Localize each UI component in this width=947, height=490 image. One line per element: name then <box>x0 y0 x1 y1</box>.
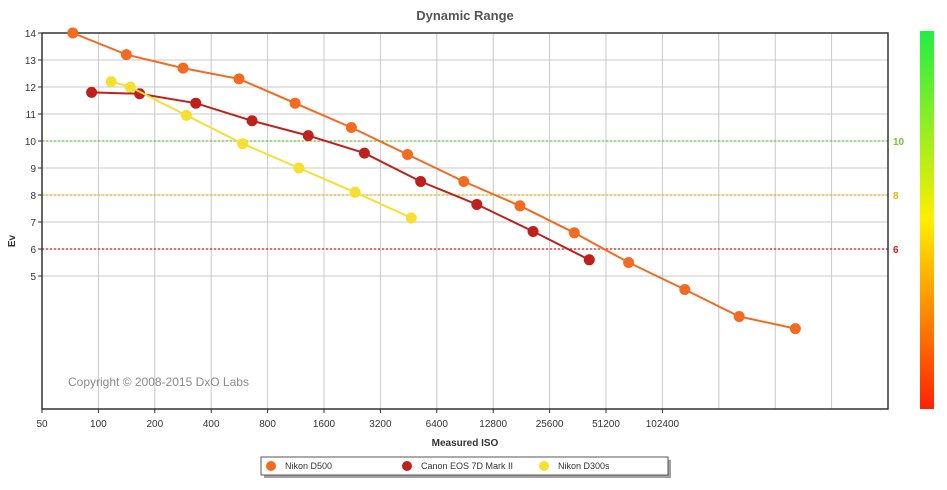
y-tick-label: 9 <box>30 164 36 175</box>
legend-marker <box>402 461 412 471</box>
data-point <box>289 97 301 109</box>
data-point <box>105 76 117 88</box>
y-tick-label: 14 <box>25 29 37 40</box>
data-point <box>405 212 417 224</box>
data-point <box>623 257 635 268</box>
series-1 <box>67 27 801 335</box>
data-point <box>293 162 305 174</box>
legend-marker <box>539 461 549 471</box>
data-point <box>302 130 314 142</box>
x-tick-label: 50 <box>36 419 48 430</box>
data-point <box>415 176 427 187</box>
data-point <box>358 147 370 159</box>
data-point <box>514 200 526 212</box>
data-point <box>124 81 136 93</box>
color-scale-bar <box>920 31 934 409</box>
legend-label: Nikon D500 <box>285 461 332 471</box>
legend-marker <box>266 461 276 471</box>
x-tick-label: 200 <box>146 419 163 430</box>
x-tick-label: 51200 <box>592 419 620 430</box>
reference-label-10: 10 <box>893 137 905 148</box>
data-point <box>120 49 132 61</box>
reference-label-6: 6 <box>893 245 899 256</box>
x-tick-label: 400 <box>203 419 220 430</box>
x-tick-label: 800 <box>259 419 276 430</box>
x-tick-label: 1600 <box>313 419 336 430</box>
legend-label: Canon EOS 7D Mark II <box>421 461 513 471</box>
y-tick-label: 12 <box>25 83 37 94</box>
x-axis-title: Measured ISO <box>432 438 499 449</box>
y-axis-ticks: 5 6 7 8 9 10 11 12 13 14 <box>25 29 42 283</box>
y-tick-label: 11 <box>26 110 37 121</box>
legend-label: Nikon D300s <box>558 461 610 471</box>
grid-lines <box>42 32 888 409</box>
data-point <box>233 73 245 85</box>
y-tick-label: 7 <box>30 218 36 229</box>
legend: Nikon D500 Canon EOS 7D Mark II Nikon D300… <box>260 456 671 478</box>
data-point <box>86 86 98 98</box>
copyright-notice: Copyright © 2008-2015 DxO Labs <box>68 375 249 389</box>
data-point <box>67 27 79 39</box>
legend-box <box>260 456 669 476</box>
series-2 <box>86 86 595 266</box>
y-tick-label: 10 <box>25 137 37 148</box>
data-point <box>402 149 414 160</box>
reference-label-8: 8 <box>893 191 899 202</box>
y-tick-label: 5 <box>30 272 36 283</box>
plot-border <box>41 32 889 410</box>
data-point <box>527 225 539 237</box>
series-layer <box>67 27 801 335</box>
y-tick-label: 8 <box>30 191 36 202</box>
series-3 <box>105 76 417 224</box>
data-point <box>568 227 580 239</box>
series-line <box>72 32 796 330</box>
x-tick-label: 6400 <box>426 419 449 430</box>
x-tick-label: 12800 <box>479 419 507 430</box>
y-tick-label: 6 <box>30 245 36 256</box>
data-point <box>583 254 595 266</box>
data-point <box>180 109 192 121</box>
plot-area <box>42 33 888 409</box>
chart-title: Dynamic Range <box>416 8 514 23</box>
x-tick-label: 102400 <box>646 419 680 430</box>
data-point <box>458 176 470 187</box>
data-point <box>789 323 801 335</box>
data-point <box>349 186 361 198</box>
x-tick-label: 100 <box>90 419 107 430</box>
data-point <box>471 198 483 210</box>
data-point <box>177 62 189 74</box>
x-tick-label: 25600 <box>536 419 564 430</box>
data-point <box>237 138 249 150</box>
data-point <box>345 122 357 133</box>
data-point <box>679 284 691 295</box>
data-point <box>190 97 202 109</box>
x-axis-ticks: 50 100 200 400 800 1600 3200 6400 12800 25600 5120… <box>36 409 680 430</box>
series-line <box>91 91 590 261</box>
reference-lines: 10 8 6 <box>42 137 905 256</box>
x-tick-label: 3200 <box>369 419 392 430</box>
data-point <box>246 115 258 127</box>
y-tick-label: 13 <box>25 56 37 67</box>
data-point <box>733 311 745 322</box>
y-axis-title: Ev <box>7 234 18 247</box>
